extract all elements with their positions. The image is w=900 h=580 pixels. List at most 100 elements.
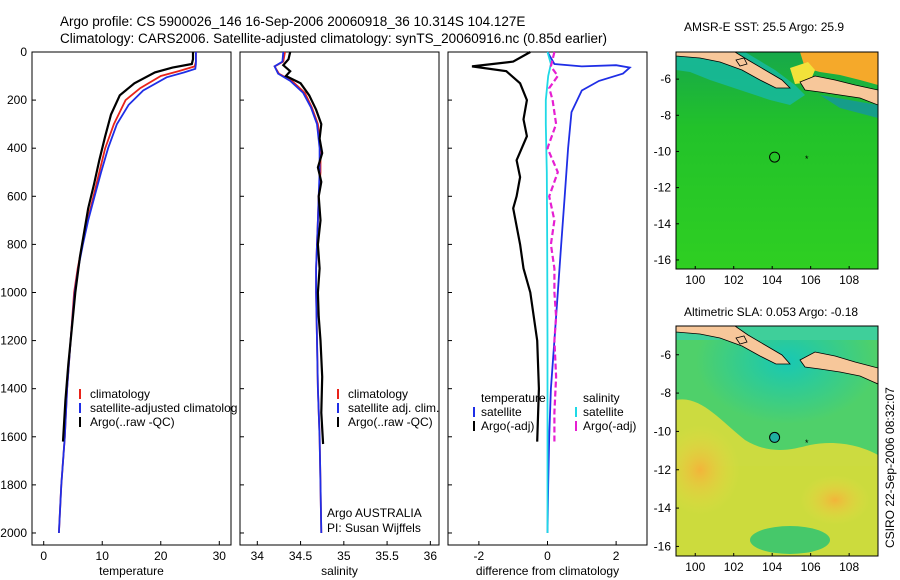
sst_map-ytick-label-5: -16	[654, 253, 672, 267]
salinity-series-2	[281, 51, 325, 445]
sla_map-xtick-label-0: 100	[685, 560, 705, 574]
sla-green-patch-south	[750, 526, 830, 554]
salinity-xtick-label-0: 34	[251, 549, 265, 563]
sst_map-xtick-label-3: 106	[801, 273, 821, 287]
depth-tick-label-3: 600	[7, 189, 27, 203]
float-owner-label: Argo AUSTRALIA	[327, 506, 422, 520]
sst_map-ytick-label-2: -10	[654, 144, 672, 158]
difference-legend-left-label-0: temperature	[481, 391, 546, 405]
temperature-xlabel: temperature	[99, 564, 164, 578]
depth-tick-label-8: 1600	[0, 430, 27, 444]
depth-tick-label-7: 1400	[0, 382, 27, 396]
difference-legend-left-label-1: satellite	[481, 405, 522, 419]
sla-map: *	[675, 325, 879, 557]
temperature-xtick-label-2: 20	[154, 549, 168, 563]
sla_map-ytick-label-0: -6	[660, 348, 671, 362]
figure-title-line1: Argo profile: CS 5900026_146 16-Sep-2006…	[60, 14, 525, 29]
sst_map-ytick-label-3: -12	[654, 181, 672, 195]
salinity-xtick-label-4: 36	[424, 549, 438, 563]
creation-stamp: CSIRO 22-Sep-2006 08:32:07	[883, 387, 897, 548]
sst_map-ytick-label-0: -6	[660, 72, 671, 86]
depth-tick-label-0: 0	[20, 45, 27, 59]
depth-tick-label-4: 800	[7, 237, 27, 251]
sla_map-ytick-label-2: -10	[654, 424, 672, 438]
sla-island	[735, 335, 748, 345]
salinity-axes	[239, 51, 440, 546]
sst-warm-patch	[800, 52, 878, 85]
sst-sumatra-land	[676, 52, 791, 89]
sla-map-axes: 100 102 104 106 108 -6 -8 -10 -12 -14 -16	[654, 348, 860, 574]
difference-xtick-label-2: 2	[613, 549, 620, 563]
sla_map-xtick-label-2: 104	[762, 560, 782, 574]
salinity-xtick-label-3: 35.5	[375, 549, 399, 563]
sst-map-axes: 100 102 104 106 108 -6 -8 -10 -12 -14 -16	[654, 72, 860, 287]
sla_map-xtick-label-4: 108	[839, 560, 859, 574]
sst-cool-edge	[820, 95, 878, 118]
float-pi-label: PI: Susan Wijffels	[327, 521, 421, 535]
difference-series-2	[544, 51, 552, 533]
temperature-xtick-label-0: 0	[40, 549, 47, 563]
temperature-legend-label-2: Argo(..raw -QC)	[90, 415, 175, 429]
salinity-legend-label-1: satellite adj. clim.	[348, 401, 439, 415]
sst-star-marker: *	[805, 154, 809, 164]
salinity-xtick-label-1: 34.5	[289, 549, 313, 563]
sla-orange-blob-east	[800, 475, 870, 525]
depth-tick-label-10: 2000	[0, 526, 27, 540]
temperature-legend-label-0: climatology	[90, 387, 150, 401]
temperature-series-2	[61, 52, 195, 442]
sla-java-land	[799, 351, 878, 385]
sla-sumatra-land	[676, 326, 791, 365]
sla-float-marker	[769, 431, 781, 443]
sla-map-frame	[675, 325, 879, 557]
sla_map-xtick-label-1: 102	[724, 560, 744, 574]
temperature-panel: 0 10 20 30 temperature climatologysatellite-a…	[32, 51, 237, 578]
sst_map-xtick-label-4: 108	[839, 273, 859, 287]
difference-legend-right-label-1: satellite	[583, 405, 624, 419]
sst_map-ytick-label-1: -8	[660, 108, 671, 122]
figure-title-line2: Climatology: CARS2006. Satellite-adjuste…	[60, 31, 607, 46]
difference-series-3	[546, 51, 560, 444]
sst-map-frame	[675, 51, 879, 270]
depth-axis: 0 200 400 600 800 1000 1200 1400 1600 1800 2000	[0, 45, 27, 540]
sst_map-xtick-label-2: 104	[762, 273, 782, 287]
salinity-xtick-label-2: 35	[337, 549, 351, 563]
sst-float-marker	[769, 151, 781, 163]
sla-map-title: Altimetric SLA: 0.053 Argo: -0.18	[684, 305, 858, 319]
salinity-legend-label-0: climatology	[348, 387, 408, 401]
depth-tick-label-6: 1200	[0, 334, 27, 348]
sla_map-xtick-label-3: 106	[801, 560, 821, 574]
sst_map-xtick-label-1: 102	[724, 273, 744, 287]
difference-legend-right-label-2: Argo(-adj)	[583, 419, 636, 433]
difference-legend-left-label-2: Argo(-adj)	[481, 419, 534, 433]
sla_map-ytick-label-5: -16	[654, 539, 672, 553]
sla-star-marker: *	[805, 438, 809, 448]
depth-tick-label-2: 400	[7, 141, 27, 155]
sla_map-ytick-label-1: -8	[660, 386, 671, 400]
sst_map-ytick-label-4: -14	[654, 217, 672, 231]
sst-map-title: AMSR-E SST: 25.5 Argo: 25.9	[684, 20, 844, 34]
difference-legend-right-label-0: salinity	[583, 391, 620, 405]
depth-tick-label-5: 1000	[0, 285, 27, 299]
temperature-legend-label-1: satellite-adjusted climatolog	[90, 401, 237, 415]
salinity-legend-label-2: Argo(..raw -QC)	[348, 415, 433, 429]
sla_map-ytick-label-3: -12	[654, 463, 672, 477]
sla-orange-blob-west	[676, 425, 740, 515]
difference-series-1	[471, 51, 541, 442]
sst_map-xtick-label-0: 100	[685, 273, 705, 287]
sst-island	[735, 57, 748, 67]
sla_map-ytick-label-4: -14	[654, 501, 672, 515]
difference-series-0	[546, 51, 632, 534]
difference-xtick-label-1: 0	[544, 549, 551, 563]
temperature-xtick-label-1: 10	[96, 549, 110, 563]
depth-tick-label-9: 1800	[0, 478, 27, 492]
difference-xtick-label-0: -2	[474, 549, 485, 563]
salinity-series-1	[273, 51, 323, 534]
temperature-xtick-label-3: 30	[213, 549, 227, 563]
sst-cool-band	[676, 52, 805, 105]
salinity-xlabel: salinity	[321, 564, 358, 578]
sst-map: *	[675, 51, 879, 270]
depth-tick-label-1: 200	[7, 93, 27, 107]
salinity-panel: 34 34.5 35 35.5 36 salinity climatologysatelli…	[240, 51, 439, 578]
